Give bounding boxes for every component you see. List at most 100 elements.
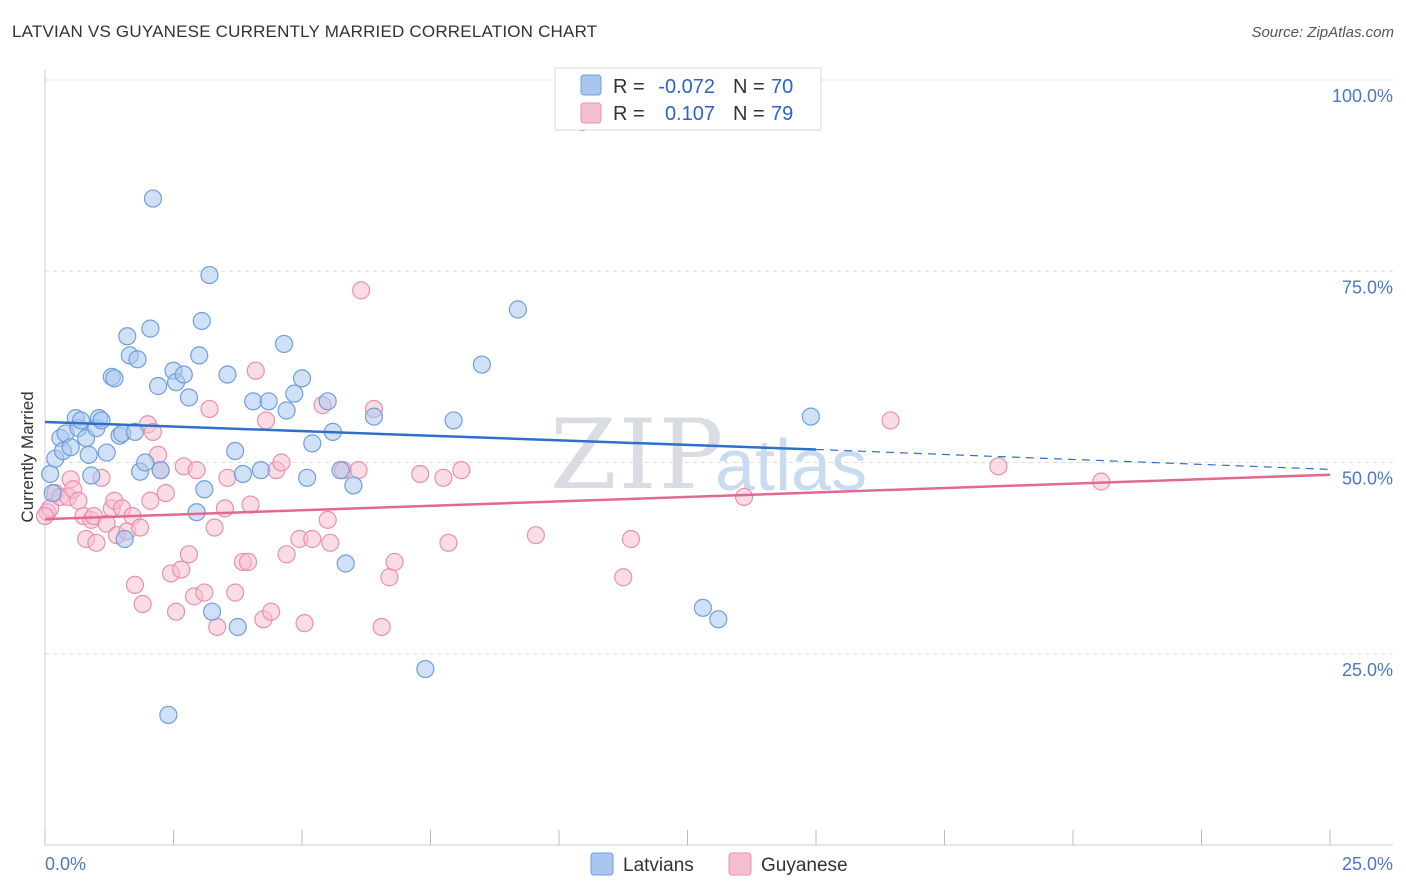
guyanese-point — [195, 583, 214, 602]
latvians-point — [244, 392, 263, 411]
latvians-point — [125, 422, 145, 441]
chart-title: LATVIAN VS GUYANESE CURRENTLY MARRIED CO… — [12, 22, 598, 41]
latvians-legend-swatch — [580, 74, 602, 96]
legend-r-label-1: R = — [613, 76, 645, 98]
guyanese-point — [218, 468, 237, 487]
latvians-point — [195, 480, 214, 499]
guyanese-point — [143, 422, 163, 441]
latvians-point — [292, 369, 312, 388]
legend-n-value-1: 70 — [771, 76, 793, 98]
watermark-zip: ZIP — [550, 399, 725, 511]
guyanese-point — [125, 575, 145, 595]
latvians-point — [151, 461, 170, 480]
y-tick-label: 100.0% — [1332, 86, 1393, 106]
guyanese-point — [69, 491, 88, 510]
latvians-point — [364, 407, 384, 426]
latvians-point — [79, 445, 98, 464]
guyanese-point — [277, 545, 296, 564]
latvians-point — [105, 369, 124, 388]
latvians-point — [318, 392, 337, 411]
latvians-point — [228, 617, 247, 637]
y-tick-labels: 25.0% 50.0% 75.0% 100.0% — [1332, 86, 1393, 680]
latvians-point — [71, 411, 91, 430]
guyanese-point — [205, 518, 224, 537]
latvians-point — [472, 355, 491, 374]
latvians-point — [444, 411, 463, 430]
trend-lines — [44, 420, 1331, 521]
latvians-point — [331, 461, 350, 480]
latvians-point — [190, 346, 209, 365]
latvians-point — [143, 189, 163, 208]
guyanese-point — [262, 602, 281, 621]
guyanese-point — [989, 457, 1008, 476]
latvians-point — [192, 311, 211, 331]
x-tick-marks — [44, 830, 1331, 845]
latvians-point — [336, 554, 355, 573]
guyanese-point — [166, 602, 186, 621]
y-tick-label: 75.0% — [1342, 277, 1393, 297]
guyanese-point — [179, 545, 199, 564]
guyanese-point — [621, 529, 641, 549]
latvians-point — [202, 602, 222, 621]
grid — [45, 79, 1393, 655]
y-tick-label: 25.0% — [1342, 660, 1393, 680]
latvians-point — [200, 265, 219, 285]
legend-r-label-2: R = — [613, 103, 645, 125]
guyanese-point — [226, 583, 245, 602]
guyanese-point — [208, 617, 227, 637]
latvians-point — [97, 443, 116, 462]
guyanese-point — [452, 461, 471, 480]
latvians-point — [416, 659, 435, 679]
legend-n-label-2: N = — [733, 103, 765, 125]
guyanese-trend-line — [44, 473, 1331, 521]
guyanese-point — [303, 529, 322, 549]
guyanese-point — [881, 411, 900, 430]
guyanese-point — [246, 361, 265, 380]
latvians-point — [508, 300, 527, 319]
guyanese-point — [385, 552, 404, 572]
latvians-trend-extension — [815, 448, 1331, 470]
latvians-point — [41, 464, 60, 484]
guyanese-point — [526, 526, 545, 545]
guyanese-legend-label: Guyanese — [761, 855, 848, 876]
latvians-bottom-swatch — [590, 852, 614, 876]
guyanese-point — [734, 487, 754, 507]
latvians-point — [61, 438, 80, 457]
latvians-point — [187, 503, 206, 522]
latvians-point — [259, 392, 278, 411]
latvians-point — [82, 466, 101, 485]
x-tick-label-max: 25.0% — [1342, 854, 1393, 874]
latvians-legend-label: Latvians — [623, 855, 694, 876]
legend-r-value-1: -0.072 — [658, 76, 715, 98]
latvians-point — [174, 365, 193, 384]
guyanese-point — [318, 510, 337, 529]
source-label: Source: ZipAtlas.com — [1251, 24, 1394, 41]
guyanese-point — [380, 568, 399, 587]
latvians-point — [274, 334, 294, 354]
guyanese-point — [439, 533, 458, 552]
guyanese-legend-swatch — [580, 102, 602, 124]
latvians-point — [801, 407, 820, 426]
guyanese-point — [200, 399, 219, 419]
guyanese-point — [295, 614, 314, 633]
latvians-point — [115, 529, 134, 549]
legend-n-value-2: 79 — [771, 103, 793, 125]
latvians-point — [136, 453, 155, 472]
latvians-point — [303, 434, 322, 453]
latvians-point — [43, 484, 62, 503]
guyanese-point — [434, 468, 453, 487]
latvians-trend-line — [44, 420, 817, 451]
guyanese-bottom-swatch — [728, 852, 752, 876]
guyanese-point — [35, 506, 55, 526]
guyanese-point — [272, 453, 291, 472]
latvians-point — [159, 705, 178, 725]
latvians-point — [298, 468, 317, 487]
guyanese-point — [187, 461, 206, 480]
latvians-point — [709, 610, 728, 629]
latvians-point — [218, 365, 237, 384]
legend-r-value-2: 0.107 — [665, 103, 715, 125]
x-tick-label-min: 0.0% — [45, 854, 86, 874]
series-legend: Latvians Guyanese — [590, 852, 848, 876]
y-axis-title: Currently Married — [18, 391, 37, 522]
